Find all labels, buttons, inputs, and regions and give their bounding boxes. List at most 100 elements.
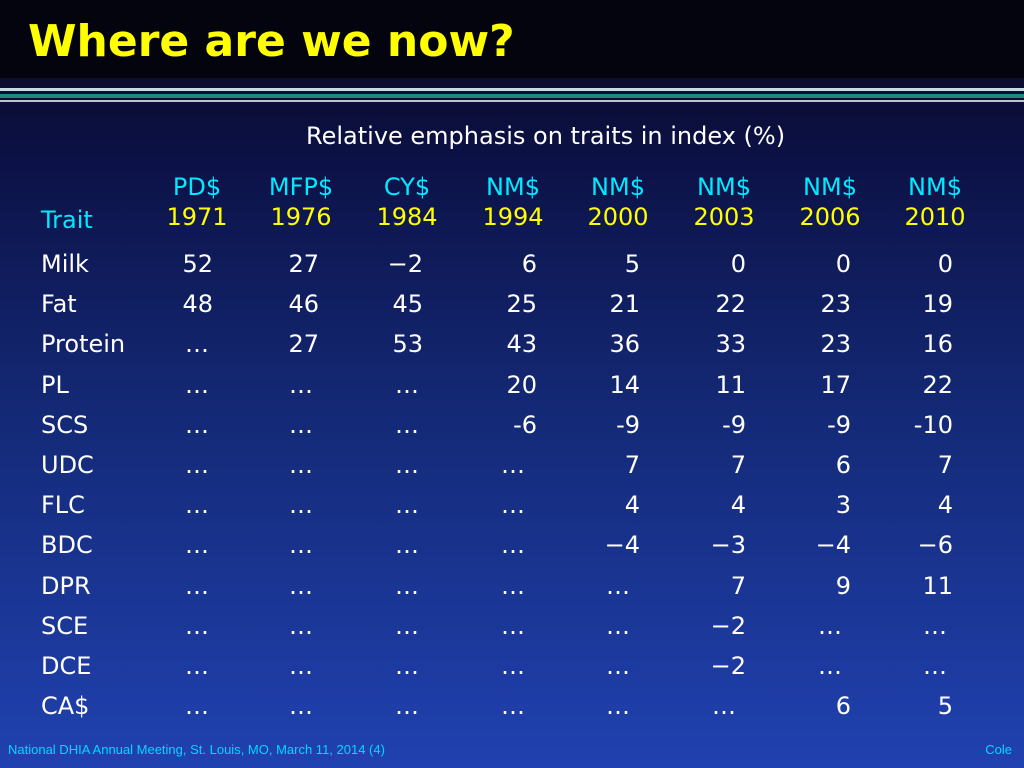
table-cell: … [395,371,419,399]
table-subtitle: Relative emphasis on traits in index (%) [306,122,786,150]
table-cell: … [923,652,947,680]
footer-citation: National DHIA Annual Meeting, St. Louis,… [8,742,385,757]
table-cell: 4 [937,491,953,519]
table-cell: 6 [835,692,851,720]
table-cell: 7 [937,451,953,479]
column-header: NM$ 2006 [780,172,880,232]
table-cell: 4 [624,491,640,519]
column-year: 2006 [799,203,861,231]
column-header: NM$ 1994 [463,172,563,232]
table-cell: 16 [922,330,953,358]
table-cell: … [289,411,313,439]
column-year: 1984 [376,203,438,231]
column-index-name: NM$ [697,173,751,201]
row-trait-label: BDC [41,531,93,559]
table-cell: … [185,692,209,720]
table-cell: … [501,652,525,680]
column-index-name: PD$ [172,173,222,201]
table-cell: 21 [609,290,640,318]
table-cell: … [185,572,209,600]
row-trait-label: Protein [41,330,126,358]
table-cell: … [289,652,313,680]
table-cell: … [923,612,947,640]
row-trait-label: UDC [41,451,94,479]
table-cell: 36 [609,330,640,358]
divider-line-accent [0,94,1024,98]
row-trait-label: SCE [41,612,89,640]
table-cell: … [185,612,209,640]
table-cell: … [501,612,525,640]
table-cell: … [289,572,313,600]
column-year: 2010 [904,203,966,231]
trait-column-header: Trait [41,206,93,234]
table-cell: 7 [624,451,640,479]
row-trait-label: SCS [41,411,89,439]
table-cell: -9 [827,411,851,439]
table-cell: 5 [624,250,640,278]
row-trait-label: DCE [41,652,92,680]
table-cell: … [606,612,630,640]
table-cell: … [606,652,630,680]
table-cell: … [712,692,736,720]
table-cell: 25 [506,290,537,318]
table-cell: 22 [715,290,746,318]
table-cell: −6 [917,531,953,559]
table-cell: … [395,491,419,519]
table-cell: … [185,330,209,358]
table-cell: 0 [835,250,851,278]
table-cell: 22 [922,371,953,399]
table-cell: … [818,652,842,680]
column-header: NM$ 2003 [674,172,774,232]
table-cell: … [185,411,209,439]
table-cell: … [185,491,209,519]
table-cell: 14 [609,371,640,399]
table-cell: … [185,451,209,479]
table-cell: … [501,451,525,479]
row-trait-label: Milk [41,250,89,278]
table-cell: … [501,692,525,720]
column-header: MFP$ 1976 [251,172,351,232]
table-cell: 6 [521,250,537,278]
table-cell: … [395,411,419,439]
divider-line [0,88,1024,91]
table-cell: … [501,491,525,519]
column-header: CY$ 1984 [357,172,457,232]
table-cell: −4 [815,531,851,559]
table-cell: 23 [820,330,851,358]
table-cell: 43 [506,330,537,358]
table-cell: … [289,451,313,479]
table-cell: … [395,692,419,720]
table-cell: −2 [710,652,746,680]
row-trait-label: DPR [41,572,91,600]
table-cell: 17 [820,371,851,399]
table-cell: 5 [937,692,953,720]
table-cell: … [185,371,209,399]
table-cell: 4 [730,491,746,519]
column-header: NM$ 2010 [885,172,985,232]
table-cell: … [185,531,209,559]
table-cell: −2 [710,612,746,640]
table-cell: 46 [288,290,319,318]
column-header: NM$ 2000 [568,172,668,232]
column-index-name: CY$ [383,173,431,201]
table-cell: 19 [922,290,953,318]
table-cell: 27 [288,250,319,278]
table-cell: … [818,612,842,640]
table-cell: … [289,692,313,720]
table-cell: … [501,531,525,559]
column-year: 1994 [482,203,544,231]
table-cell: 0 [730,250,746,278]
column-index-name: MFP$ [268,173,334,201]
table-cell: … [289,491,313,519]
table-cell: -9 [616,411,640,439]
table-cell: -6 [513,411,537,439]
row-trait-label: CA$ [41,692,90,720]
column-year: 1971 [166,203,228,231]
column-index-name: NM$ [908,173,962,201]
column-year: 2000 [587,203,649,231]
table-cell: 0 [937,250,953,278]
table-cell: … [289,371,313,399]
table-cell: 7 [730,572,746,600]
footer-author: Cole [985,742,1012,757]
table-cell: −3 [710,531,746,559]
